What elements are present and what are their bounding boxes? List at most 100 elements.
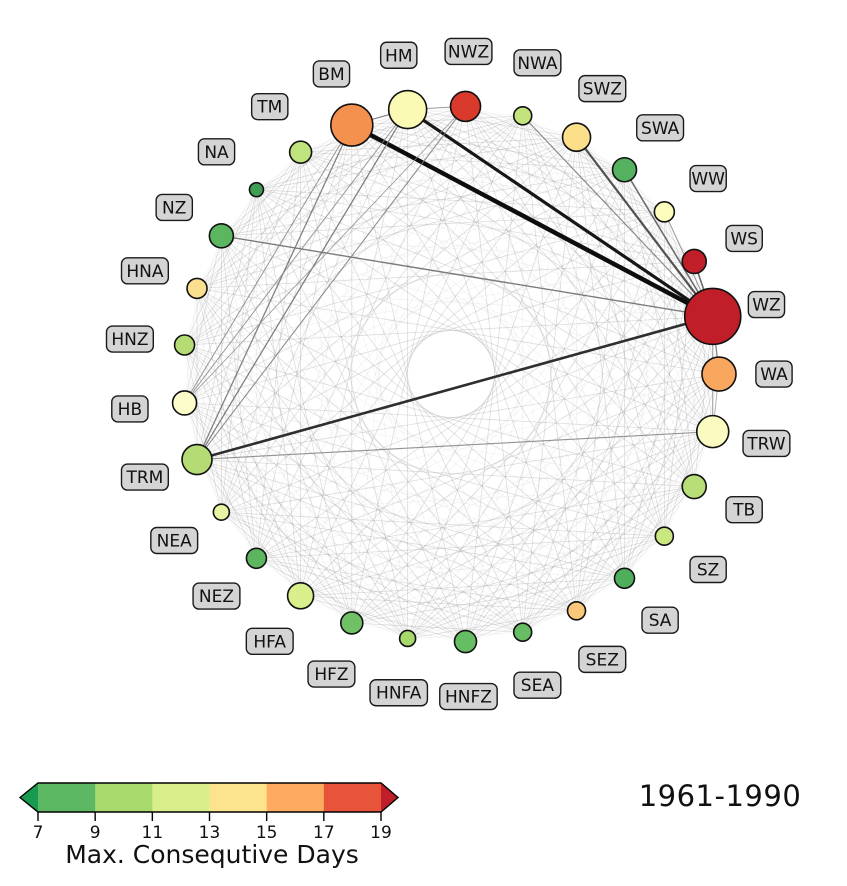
node-label-box-WS bbox=[725, 224, 763, 253]
edge-faint bbox=[221, 235, 695, 262]
edge-faint bbox=[184, 189, 257, 404]
edge-faint bbox=[196, 459, 577, 612]
edge-faint bbox=[624, 261, 695, 579]
node-label-box-HNA bbox=[120, 257, 170, 285]
edge-faint bbox=[465, 431, 714, 643]
edge-faint bbox=[221, 235, 577, 612]
node-circle-HFA bbox=[286, 582, 315, 610]
edge-faint bbox=[300, 109, 409, 597]
node-label-box-SWZ bbox=[578, 74, 627, 103]
edge-faint bbox=[196, 459, 353, 624]
node-circle-HNA bbox=[186, 277, 208, 300]
edge-faint bbox=[184, 344, 695, 487]
node-circle-TRW bbox=[695, 414, 730, 449]
edge-faint bbox=[196, 288, 257, 559]
edge-faint bbox=[256, 486, 695, 559]
edge-faint bbox=[184, 151, 301, 346]
edge-faint bbox=[184, 106, 466, 346]
node-label-HNA: HNA bbox=[126, 262, 164, 282]
edge-faint bbox=[407, 109, 695, 262]
node-circle-SEA bbox=[512, 622, 533, 643]
edge-faint bbox=[184, 211, 665, 346]
edge-faint bbox=[256, 136, 577, 559]
node-label-box-SZ bbox=[689, 555, 727, 584]
edge-faint bbox=[300, 105, 466, 153]
node-label-box-NA bbox=[197, 138, 236, 166]
edge-faint bbox=[407, 109, 577, 612]
edge-faint bbox=[220, 115, 524, 513]
edge-faint bbox=[300, 151, 695, 262]
node-circle-TM bbox=[288, 140, 313, 164]
edge-faint bbox=[351, 124, 695, 262]
edge-faint bbox=[407, 109, 577, 138]
edge-faint bbox=[221, 109, 409, 237]
edge-faint bbox=[407, 109, 665, 537]
edge-faint bbox=[256, 115, 524, 191]
edge-NWZ-TRM bbox=[196, 105, 467, 461]
node-circle-TRM bbox=[181, 443, 213, 476]
edge-faint bbox=[196, 288, 466, 643]
node-label-box-SWA bbox=[636, 114, 685, 142]
edge-faint bbox=[220, 211, 665, 237]
edge-faint bbox=[522, 373, 720, 633]
edge-faint bbox=[256, 189, 695, 262]
node-label-NA: NA bbox=[204, 143, 229, 163]
edge-faint bbox=[407, 169, 625, 639]
edge-faint bbox=[351, 622, 524, 633]
edge-faint bbox=[256, 557, 625, 579]
edge-faint bbox=[221, 235, 301, 597]
edge-faint bbox=[220, 235, 353, 624]
colorbar-tick-label: 7 bbox=[33, 823, 44, 843]
edge-faint bbox=[465, 106, 665, 213]
node-label-WS: WS bbox=[730, 229, 758, 249]
edge-faint bbox=[351, 115, 524, 126]
colorbar-title: Max. Consequtive Days bbox=[65, 840, 359, 869]
edge-faint bbox=[407, 109, 695, 487]
edge-faint bbox=[184, 316, 714, 346]
edge-faint bbox=[196, 373, 720, 460]
edge-faint bbox=[196, 288, 301, 597]
edge-faint bbox=[220, 235, 524, 633]
edge-faint bbox=[184, 124, 353, 346]
edge-faint bbox=[465, 211, 665, 642]
edge-faint bbox=[196, 151, 302, 460]
edge-faint bbox=[351, 124, 665, 213]
edge-faint bbox=[256, 189, 408, 639]
edge-faint bbox=[465, 577, 625, 643]
edge-faint bbox=[184, 402, 301, 597]
edge-faint bbox=[256, 189, 714, 317]
edge-faint bbox=[196, 169, 625, 289]
edge-faint bbox=[221, 511, 408, 639]
node-label-box-BM bbox=[312, 60, 351, 88]
edge-faint bbox=[196, 459, 665, 537]
node-label-box-NWZ bbox=[444, 37, 493, 66]
node-label-box-SA bbox=[641, 606, 679, 634]
node-label-WW: WW bbox=[691, 170, 725, 190]
edge-faint bbox=[300, 151, 714, 433]
edge-faint bbox=[184, 402, 695, 487]
edge-BM-TRM bbox=[196, 124, 353, 461]
edge-faint bbox=[221, 151, 301, 513]
edge-faint bbox=[351, 535, 665, 624]
edge-faint bbox=[196, 288, 409, 639]
edge-faint bbox=[256, 151, 302, 559]
edge-faint bbox=[256, 373, 720, 559]
colorbar-segment bbox=[38, 783, 96, 812]
edge-faint bbox=[351, 431, 714, 624]
edge-faint bbox=[407, 535, 665, 639]
node-label-box-HM bbox=[379, 41, 418, 69]
edge-faint bbox=[221, 511, 577, 612]
colorbar-segment bbox=[95, 783, 153, 812]
edge-faint bbox=[624, 211, 665, 579]
edge-faint bbox=[300, 151, 720, 375]
edge-faint bbox=[522, 486, 695, 633]
edge-faint bbox=[624, 169, 714, 433]
edge-faint bbox=[522, 115, 720, 375]
edge-faint bbox=[465, 105, 524, 633]
edge-faint bbox=[351, 373, 720, 624]
edge-faint bbox=[220, 316, 714, 513]
edge-faint bbox=[465, 373, 720, 642]
edge-faint bbox=[351, 486, 695, 624]
edge-faint bbox=[196, 124, 353, 289]
edge-faint bbox=[184, 344, 408, 639]
